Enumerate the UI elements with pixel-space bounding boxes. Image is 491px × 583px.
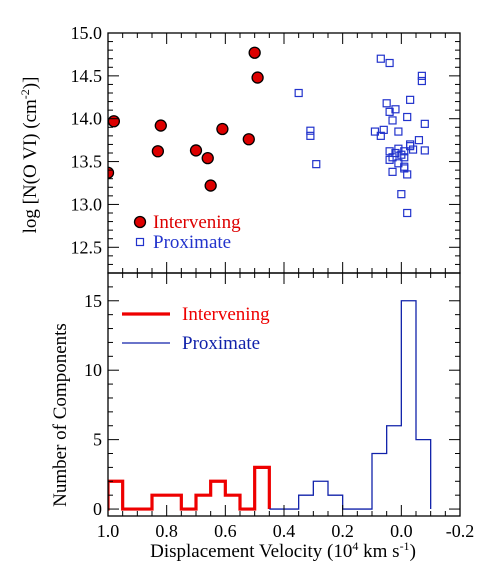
y-tick-label-bottom: 0 <box>93 499 102 519</box>
proximate-point <box>388 167 397 176</box>
x-tick-label: 0.0 <box>390 521 413 541</box>
y-tick-label-bottom: 15 <box>84 291 102 311</box>
intervening-point <box>108 115 121 128</box>
y-axis-title-close: )] <box>20 77 41 90</box>
y-axis-title-top: log [N(O VI) (cm-2)] <box>18 77 41 234</box>
x-axis-title-main: Displacement Velocity (10 <box>150 541 352 562</box>
x-axis-title-close: ) <box>410 541 416 562</box>
intervening-point <box>251 71 264 84</box>
proximate-point <box>312 160 321 169</box>
proximate-point <box>403 170 412 179</box>
histogram-frame <box>107 272 461 517</box>
intervening-point <box>201 151 214 165</box>
y-tick-label-top: 14.5 <box>71 66 103 86</box>
y-tick-label-top: 15.0 <box>71 23 103 43</box>
y-tick-label-top: 14.0 <box>71 109 103 129</box>
y-tick-label-bottom: 5 <box>93 430 102 450</box>
proximate-point <box>414 136 424 145</box>
x-axis-title-tail: km s <box>358 541 399 562</box>
x-tick-label: 0.4 <box>273 521 296 541</box>
proximate-point <box>406 95 415 104</box>
proximate-point <box>391 105 400 114</box>
proximate-point <box>370 127 380 136</box>
x-tick-label: -0.2 <box>446 521 475 541</box>
proximate-point <box>417 71 426 80</box>
y-tick-label-top: 13.0 <box>71 194 103 214</box>
proximate-point <box>408 145 418 154</box>
proximate-histogram <box>269 300 432 510</box>
intervening-point <box>242 133 255 146</box>
scatter-points <box>108 46 429 218</box>
legend-intervening-marker <box>133 215 147 229</box>
y-tick-label-top: 13.5 <box>71 152 103 172</box>
intervening-point <box>189 144 203 157</box>
histogram-panel: 0 5 10 15 1.0 0.8 0.6 0.4 0.2 0.0 -0.2 Intervening P… <box>84 272 475 541</box>
intervening-point <box>216 122 229 136</box>
proximate-point <box>385 58 394 68</box>
legend-proximate-marker <box>135 237 145 247</box>
proximate-point <box>394 127 403 136</box>
intervening-point <box>204 179 217 192</box>
legend-proximate-label: Proximate <box>182 333 260 354</box>
x-tick-label: 1.0 <box>97 521 120 541</box>
legend-intervening-label: Intervening <box>182 304 270 325</box>
proximate-point <box>397 190 406 199</box>
proximate-point <box>379 125 388 134</box>
x-tick-label: 0.8 <box>155 521 178 541</box>
x-tick-label: 0.2 <box>331 521 354 541</box>
y-axis-title-bottom: Number of Components <box>50 323 71 507</box>
x-axis-title: Displacement Velocity (104 km s-1) <box>150 539 416 562</box>
proximate-point <box>294 88 303 98</box>
y-axis-title-main: log [N(O VI) (cm <box>20 99 41 233</box>
proximate-point <box>382 99 391 108</box>
histogram-steps <box>108 300 432 511</box>
legend-proximate-label: Proximate <box>153 232 231 253</box>
proximate-point <box>376 54 385 63</box>
proximate-point <box>417 76 426 86</box>
intervening-point <box>154 119 167 132</box>
x-axis-title-exp: 4 <box>352 539 358 553</box>
y-tick-label-top: 12.5 <box>71 237 103 257</box>
intervening-histogram <box>108 465 271 511</box>
histogram-legend: Intervening Proximate <box>122 304 270 354</box>
proximate-point <box>403 208 412 218</box>
proximate-point <box>420 119 429 128</box>
proximate-point <box>400 147 409 156</box>
intervening-point <box>151 145 165 158</box>
proximate-point <box>306 126 315 135</box>
proximate-point <box>403 112 412 122</box>
proximate-point <box>420 146 429 155</box>
proximate-point <box>306 131 315 140</box>
y-axis-title-exp: -2 <box>18 89 32 99</box>
proximate-point <box>400 153 409 162</box>
x-axis-title-exp2: -1 <box>400 539 410 553</box>
proximate-point <box>385 107 394 116</box>
legend-intervening-label: Intervening <box>153 212 241 233</box>
scatter-panel: 12.5 13.0 13.5 14.0 14.5 15.0 InterveningProxi… <box>71 23 461 274</box>
y-tick-label-bottom: 10 <box>84 360 102 380</box>
x-tick-label: 0.6 <box>214 521 237 541</box>
intervening-point <box>248 46 261 59</box>
proximate-point <box>388 116 397 125</box>
